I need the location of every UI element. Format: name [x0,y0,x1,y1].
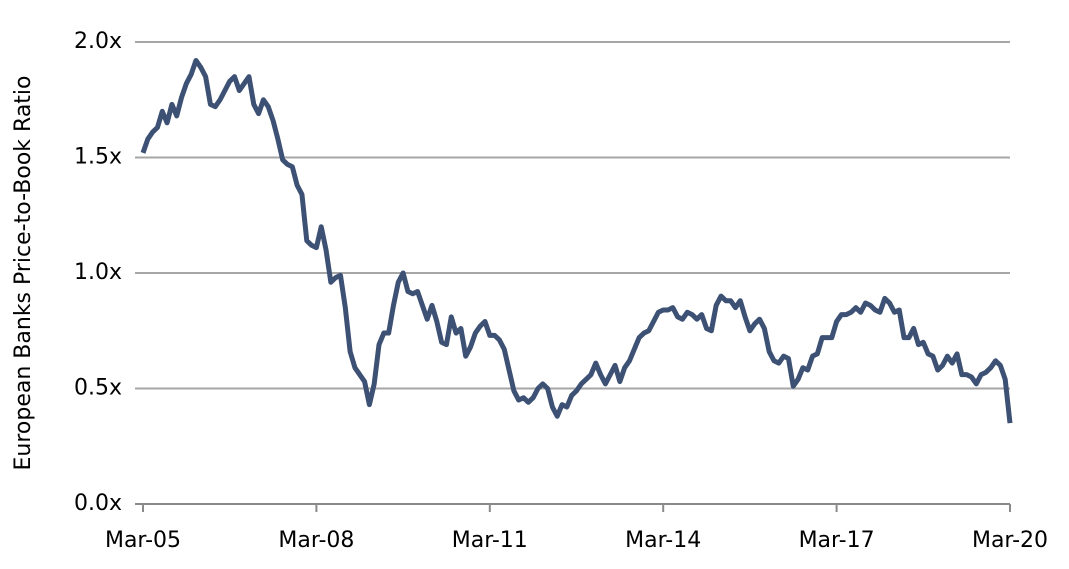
x-tick-label: Mar-05 [105,528,181,553]
y-tick-label: 0.0x [74,491,122,516]
y-tick-label: 1.0x [74,260,122,285]
y-axis-label: European Banks Price-to-Book Ratio [11,76,36,471]
x-tick-label: Mar-17 [799,528,875,553]
x-tick-label: Mar-11 [452,528,528,553]
x-tick-label: Mar-20 [972,528,1048,553]
y-tick-label: 2.0x [74,29,122,54]
data-line [140,57,1013,424]
x-tick-label: Mar-14 [625,528,701,553]
x-tick-label: Mar-08 [278,528,354,553]
y-tick-label: 1.5x [74,145,122,170]
y-tick-label: 0.5x [74,376,122,401]
